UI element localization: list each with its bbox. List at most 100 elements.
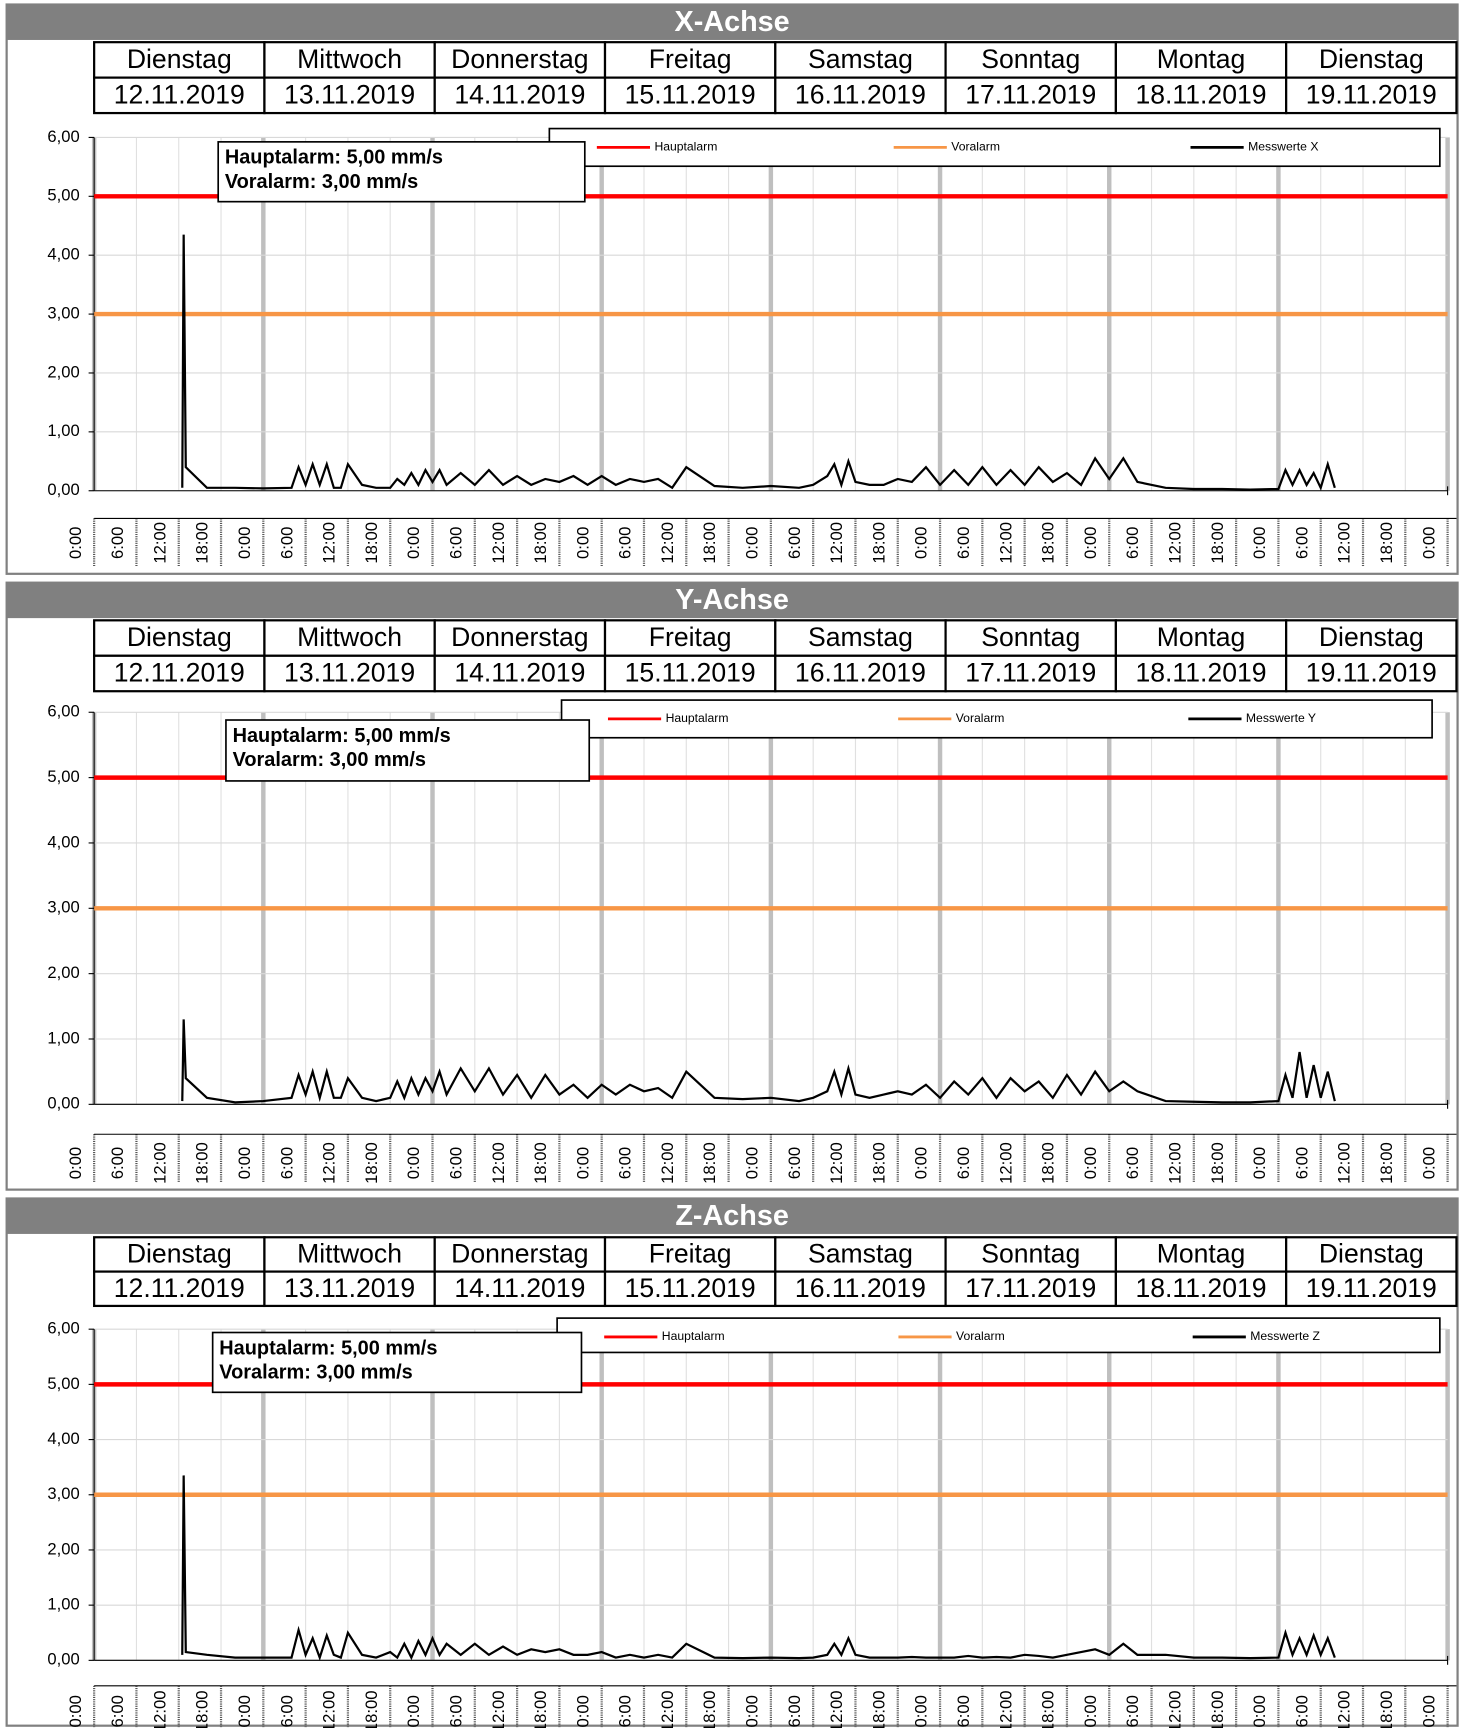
x-tick-label: 6:00 <box>785 527 804 559</box>
day-label: Freitag <box>649 1239 732 1269</box>
legend-label: Voralarm <box>956 711 1005 725</box>
date-cell <box>944 654 1117 693</box>
x-tick-label: 0:00 <box>743 1147 762 1179</box>
x-tick-label: 0:00 <box>573 1147 592 1179</box>
x-tick-label: 0:00 <box>404 1695 423 1727</box>
annotation-text: Voralarm: 3,00 mm/s <box>225 171 418 193</box>
x-tick-label: 18:00 <box>1208 1691 1227 1728</box>
day-cell <box>1114 1236 1288 1273</box>
day-cell <box>433 619 607 657</box>
legend-label: Hauptalarm <box>654 140 717 154</box>
date-label: 12.11.2019 <box>114 1273 245 1303</box>
title-bar <box>6 1198 1458 1234</box>
day-label: Donnerstag <box>451 44 588 74</box>
x-tick-label: 6:00 <box>785 1147 804 1179</box>
day-cell <box>433 1236 607 1273</box>
x-tick-label: 6:00 <box>108 1147 127 1179</box>
legend-box <box>560 699 1433 739</box>
x-tick-label: 18:00 <box>869 522 888 564</box>
x-tick-label: 18:00 <box>193 1142 212 1184</box>
day-cell <box>263 1236 436 1273</box>
date-cell <box>944 76 1117 115</box>
x-tick-label: 18:00 <box>362 1691 381 1728</box>
date-cell <box>603 1270 777 1308</box>
day-label: Dienstag <box>127 44 232 74</box>
x-tick-label: 0:00 <box>235 1695 254 1727</box>
x-tick-label: 0:00 <box>1081 527 1100 559</box>
day-cell <box>1285 619 1458 657</box>
day-cell <box>93 41 266 79</box>
x-tick-label: 18:00 <box>531 522 550 564</box>
x-tick-label: 12:00 <box>489 522 508 564</box>
x-tick-label: 18:00 <box>531 1142 550 1184</box>
date-label: 19.11.2019 <box>1306 1273 1437 1303</box>
y-tick-label: 6,00 <box>47 702 79 721</box>
x-tick-label: 0:00 <box>912 1695 931 1727</box>
day-cell <box>93 619 266 657</box>
x-tick-label: 6:00 <box>954 1147 973 1179</box>
x-tick-label: 12:00 <box>827 1142 846 1184</box>
x-tick-label: 0:00 <box>1250 527 1269 559</box>
x-tick-label: 12:00 <box>658 522 677 564</box>
x-tick-label: 6:00 <box>954 527 973 559</box>
x-tick-label: 12:00 <box>489 1691 508 1728</box>
day-label: Mittwoch <box>297 622 402 652</box>
day-label: Dienstag <box>1319 622 1424 652</box>
x-tick-label: 18:00 <box>1377 1691 1396 1728</box>
x-tick-label: 18:00 <box>869 1142 888 1184</box>
date-label: 16.11.2019 <box>795 658 926 688</box>
x-tick-label: 6:00 <box>1292 527 1311 559</box>
x-tick-label: 12:00 <box>150 1691 169 1728</box>
x-tick-label: 12:00 <box>489 1142 508 1184</box>
x-tick-label: 12:00 <box>320 1142 339 1184</box>
x-tick-label: 12:00 <box>320 1691 339 1728</box>
x-tick-label: 0:00 <box>743 527 762 559</box>
date-label: 17.11.2019 <box>965 658 1096 688</box>
x-tick-label: 12:00 <box>1335 522 1354 564</box>
date-label: 12.11.2019 <box>114 79 245 109</box>
x-tick-label: 12:00 <box>1335 1691 1354 1728</box>
y-tick-label: 6,00 <box>47 127 79 146</box>
y-tick-label: 4,00 <box>47 832 79 851</box>
date-label: 14.11.2019 <box>454 658 585 688</box>
date-label: 14.11.2019 <box>454 1273 585 1303</box>
day-label: Donnerstag <box>451 622 588 652</box>
day-cell <box>944 619 1117 657</box>
x-tick-label: 18:00 <box>700 522 719 564</box>
date-label: 19.11.2019 <box>1306 79 1437 109</box>
day-cell <box>774 1236 947 1273</box>
day-cell <box>774 41 947 79</box>
day-label: Sonntag <box>981 622 1080 652</box>
y-tick-label: 6,00 <box>47 1319 79 1338</box>
date-label: 17.11.2019 <box>965 79 1096 109</box>
date-cell <box>93 654 266 693</box>
date-label: 12.11.2019 <box>114 658 245 688</box>
day-cell <box>603 41 777 79</box>
legend-box <box>548 127 1441 168</box>
x-tick-label: 0:00 <box>1419 1147 1438 1179</box>
x-tick-label: 6:00 <box>1123 1147 1142 1179</box>
x-tick-label: 18:00 <box>1208 1142 1227 1184</box>
day-label: Samstag <box>808 622 913 652</box>
day-cell <box>944 41 1117 79</box>
date-label: 19.11.2019 <box>1306 658 1437 688</box>
day-label: Donnerstag <box>451 1239 588 1269</box>
day-label: Samstag <box>808 1239 913 1269</box>
x-tick-label: 12:00 <box>320 522 339 564</box>
x-tick-label: 18:00 <box>1039 1142 1058 1184</box>
chart-panel: Z-Achse Dienstag 12.11.2019 Mittwoch 13.11.2… <box>5 1197 1459 1728</box>
x-tick-label: 6:00 <box>446 1695 465 1727</box>
x-tick-label: 12:00 <box>827 1691 846 1728</box>
x-tick-label: 18:00 <box>193 522 212 564</box>
y-tick-label: 1,00 <box>47 1028 79 1047</box>
annotation-text: Hauptalarm: 5,00 mm/s <box>233 725 451 747</box>
date-label: 15.11.2019 <box>625 658 756 688</box>
x-tick-label: 6:00 <box>616 527 635 559</box>
day-label: Dienstag <box>127 622 232 652</box>
legend-label: Messwerte X <box>1248 140 1318 154</box>
chart-panel: X-Achse Dienstag 12.11.2019 Mittwoch 13.11.2… <box>5 3 1459 575</box>
legend-label: Voralarm <box>956 1329 1005 1343</box>
x-tick-label: 12:00 <box>1165 1691 1184 1728</box>
day-label: Freitag <box>649 622 732 652</box>
